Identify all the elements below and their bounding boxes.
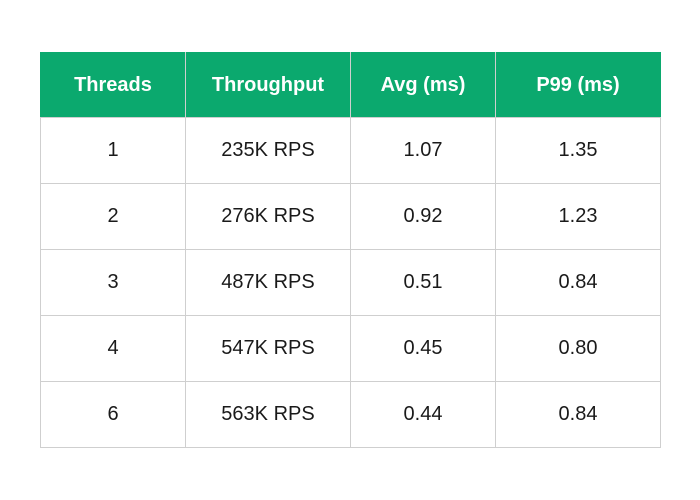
cell-p99: 1.35 xyxy=(495,117,661,184)
column-header-throughput: Throughput xyxy=(185,52,351,118)
cell-threads: 1 xyxy=(40,117,186,184)
column-header-p99: P99 (ms) xyxy=(495,52,661,118)
cell-avg: 0.45 xyxy=(350,315,496,382)
table-row: 2 276K RPS 0.92 1.23 xyxy=(40,183,661,250)
table-header: Threads Throughput Avg (ms) P99 (ms) xyxy=(40,52,661,118)
table-row: 3 487K RPS 0.51 0.84 xyxy=(40,249,661,316)
table-body: 1 235K RPS 1.07 1.35 2 276K RPS 0.92 1.2… xyxy=(40,117,661,448)
cell-avg: 0.92 xyxy=(350,183,496,250)
table-row: 4 547K RPS 0.45 0.80 xyxy=(40,315,661,382)
cell-throughput: 276K RPS xyxy=(185,183,351,250)
cell-throughput: 487K RPS xyxy=(185,249,351,316)
cell-avg: 1.07 xyxy=(350,117,496,184)
cell-threads: 3 xyxy=(40,249,186,316)
cell-p99: 0.84 xyxy=(495,381,661,448)
table-row: 1 235K RPS 1.07 1.35 xyxy=(40,117,661,184)
column-header-threads: Threads xyxy=(40,52,186,118)
column-header-avg: Avg (ms) xyxy=(350,52,496,118)
header-row: Threads Throughput Avg (ms) P99 (ms) xyxy=(40,52,661,118)
cell-p99: 1.23 xyxy=(495,183,661,250)
cell-threads: 6 xyxy=(40,381,186,448)
data-table: Threads Throughput Avg (ms) P99 (ms) 1 2… xyxy=(40,52,661,448)
table-container: Threads Throughput Avg (ms) P99 (ms) 1 2… xyxy=(40,52,661,448)
cell-throughput: 547K RPS xyxy=(185,315,351,382)
cell-throughput: 563K RPS xyxy=(185,381,351,448)
cell-avg: 0.51 xyxy=(350,249,496,316)
cell-threads: 4 xyxy=(40,315,186,382)
table-row: 6 563K RPS 0.44 0.84 xyxy=(40,381,661,448)
cell-avg: 0.44 xyxy=(350,381,496,448)
cell-p99: 0.84 xyxy=(495,249,661,316)
cell-p99: 0.80 xyxy=(495,315,661,382)
cell-threads: 2 xyxy=(40,183,186,250)
cell-throughput: 235K RPS xyxy=(185,117,351,184)
